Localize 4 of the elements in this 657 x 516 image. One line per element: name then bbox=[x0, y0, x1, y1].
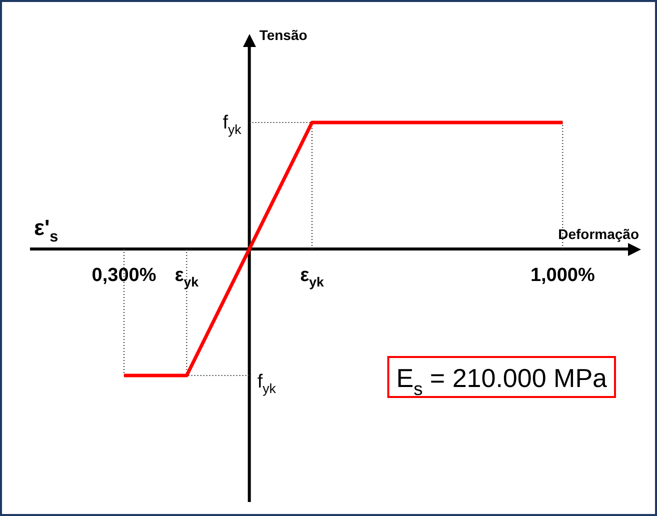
x-tick-label: 1,000% bbox=[530, 265, 595, 286]
text: Tensão bbox=[259, 27, 308, 43]
x-axis-title: Deformação bbox=[558, 226, 640, 242]
x-tick-label: 0,300% bbox=[92, 265, 156, 286]
